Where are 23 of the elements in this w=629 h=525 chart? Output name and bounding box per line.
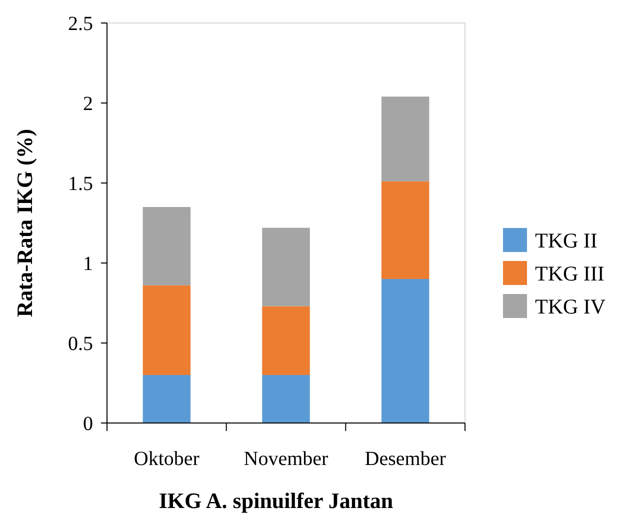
x-tick-label: November bbox=[244, 448, 329, 470]
bar bbox=[262, 228, 310, 306]
y-axis-title: Rata-Rata IKG (%) bbox=[12, 128, 37, 318]
bar bbox=[142, 285, 191, 375]
bar bbox=[262, 306, 310, 375]
x-tick-label: Oktober bbox=[134, 448, 200, 470]
bar bbox=[142, 375, 191, 423]
bar bbox=[381, 96, 430, 182]
y-tick-label: 1.5 bbox=[68, 173, 93, 195]
legend-label: TKG II bbox=[535, 228, 598, 252]
bar bbox=[381, 181, 430, 279]
legend-label: TKG III bbox=[535, 261, 604, 286]
x-tick-label: Desember bbox=[364, 448, 446, 470]
bar bbox=[142, 207, 191, 286]
legend-label: TKG IV bbox=[535, 294, 606, 318]
x-axis-title: IKG A. spinuilfer Jantan bbox=[158, 488, 394, 513]
y-tick-label: 2.5 bbox=[68, 13, 93, 35]
y-tick-label: 0.5 bbox=[68, 333, 93, 355]
y-tick-label: 1 bbox=[83, 253, 93, 275]
bar bbox=[262, 375, 310, 423]
y-tick-label: 0 bbox=[83, 413, 93, 435]
y-tick-label: 2 bbox=[83, 93, 93, 115]
bar bbox=[381, 279, 430, 423]
